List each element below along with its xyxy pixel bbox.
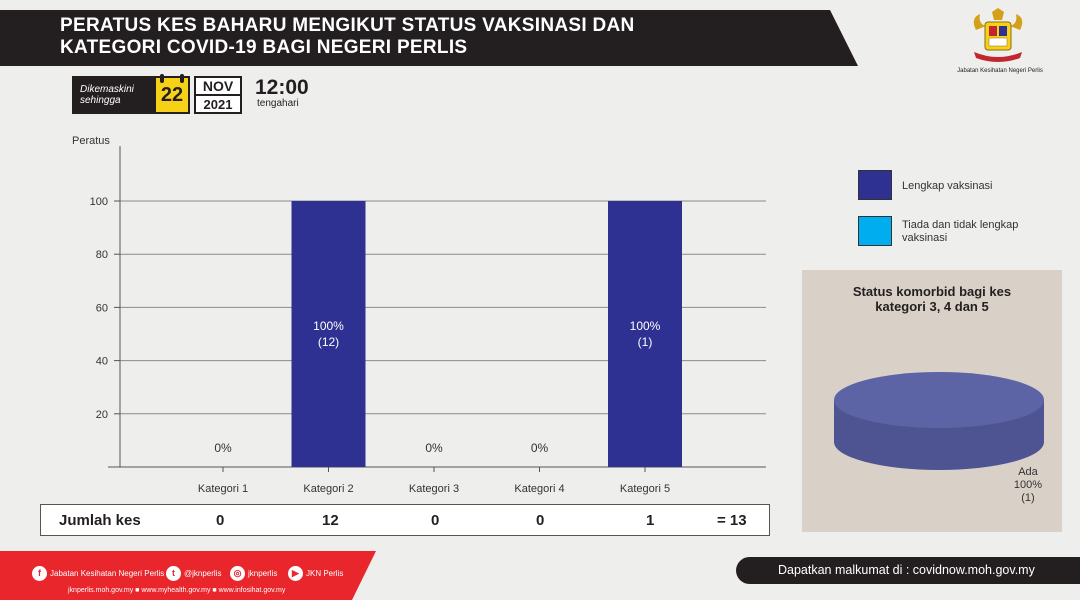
comorbid-pie-chart (834, 372, 1044, 470)
pie-slice-ada (834, 372, 1044, 428)
pie-label-count: (1) (1021, 492, 1035, 504)
total-kategori-3: 0 (431, 512, 440, 529)
legend-label-tiada: Tiada dan tidak lengkap vaksinasi (902, 219, 1019, 244)
y-tick-label-80: 80 (96, 249, 108, 261)
instagram-label: jknperlis (248, 569, 278, 578)
total-kategori-2: 12 (322, 512, 339, 529)
footer-websites[interactable]: jknperlis.moh.gov.my ■ www.myhealth.gov.… (68, 587, 286, 594)
state-crest-logo (973, 8, 1023, 62)
pie-label-name: Ada (1018, 466, 1038, 478)
y-tick-label-60: 60 (96, 302, 108, 314)
facebook-link[interactable]: f Jabatan Kesihatan Negeri Perlis (32, 566, 164, 582)
footer-social-bar (0, 551, 376, 600)
x-tick-label-1: Kategori 1 (198, 483, 248, 495)
bar-kategori-2 (291, 201, 366, 467)
youtube-link[interactable]: ▶ JKN Perlis (288, 566, 343, 582)
update-label-line2: sehingga (80, 95, 121, 106)
youtube-icon: ▶ (288, 566, 303, 582)
legend-swatch-tiada (858, 216, 892, 246)
calendar-day: 22 (154, 76, 190, 114)
calendar-month: NOV 2021 (194, 76, 242, 114)
facebook-icon: f (32, 566, 47, 582)
twitter-link[interactable]: t @jknperlis (166, 566, 221, 582)
calendar-year-label: 2021 (203, 97, 233, 112)
bar-label-kategori-1: 0% (214, 441, 232, 455)
comorbid-panel: Status komorbid bagi kes kategori 3, 4 d… (802, 270, 1062, 532)
x-tick-label-3: Kategori 3 (409, 483, 459, 495)
twitter-icon: t (166, 566, 181, 582)
y-tick-label-100: 100 (90, 196, 108, 208)
legend-item-tiada: Tiada dan tidak lengkap vaksinasi (858, 216, 1058, 262)
footer-info-text[interactable]: Dapatkan malkumat di : covidnow.moh.gov.… (778, 563, 1035, 577)
y-tick-label-40: 40 (96, 356, 108, 368)
bar-label-kategori-5: 100% (630, 319, 661, 333)
title-banner (0, 10, 858, 66)
totals-row: Jumlah kes 0 12 0 0 1 = 13 (40, 504, 770, 536)
department-caption: Jabatan Kesihatan Negeri Perlis (957, 68, 1043, 74)
x-tick-label-4: Kategori 4 (514, 483, 564, 495)
total-kategori-5: 1 (646, 512, 655, 529)
bar-kategori-5 (608, 201, 682, 467)
page-title: PERATUS KES BAHARU MENGIKUT STATUS VAKSI… (60, 15, 635, 58)
legend-swatch-lengkap (858, 170, 892, 200)
youtube-label: JKN Perlis (306, 569, 344, 578)
bar-count-kategori-5: (1) (638, 335, 653, 349)
update-stamp: Dikemaskini sehingga 22 NOV 2021 12:00 t… (72, 74, 322, 114)
instagram-link[interactable]: ◎ jknperlis (230, 566, 277, 582)
total-kategori-1: 0 (216, 512, 225, 529)
update-label: Dikemaskini sehingga (72, 76, 154, 114)
chart-legend: Lengkap vaksinasi Tiada dan tidak lengka… (858, 170, 1058, 262)
comorbid-title: Status komorbid bagi kes kategori 3, 4 d… (852, 284, 1012, 314)
x-tick-label-2: Kategori 2 (303, 483, 353, 495)
totals-label: Jumlah kes (59, 512, 141, 529)
bar-chart: Peratus 100 80 60 40 20 Kategori 1 0% Kategori … (72, 135, 766, 495)
bar-count-kategori-2: (12) (318, 335, 339, 349)
update-time-sub: tengahari (257, 98, 299, 109)
instagram-icon: ◎ (230, 566, 245, 582)
update-time: 12:00 (255, 76, 309, 99)
pie-label-percent: 100% (1013, 479, 1043, 491)
calendar-rings-icon (160, 70, 200, 88)
bar-label-kategori-4: 0% (531, 441, 549, 455)
y-tick-label-20: 20 (96, 409, 108, 421)
bar-label-kategori-3: 0% (425, 441, 443, 455)
footer-info-bar (736, 557, 1080, 584)
y-axis-title: Peratus (72, 135, 110, 147)
twitter-label: @jknperlis (184, 569, 222, 578)
legend-label-lengkap: Lengkap vaksinasi (902, 180, 993, 192)
calendar-month-label: NOV (196, 78, 240, 96)
facebook-label: Jabatan Kesihatan Negeri Perlis (50, 569, 165, 578)
pie-slice-label: Ada 100% (1) (1005, 466, 1051, 505)
x-tick-label-5: Kategori 5 (620, 483, 670, 495)
total-kategori-4: 0 (536, 512, 545, 529)
legend-item-lengkap: Lengkap vaksinasi (858, 170, 1058, 216)
update-label-line1: Dikemaskini (80, 84, 134, 95)
bar-label-kategori-2: 100% (313, 319, 344, 333)
grand-total: = 13 (717, 512, 747, 529)
